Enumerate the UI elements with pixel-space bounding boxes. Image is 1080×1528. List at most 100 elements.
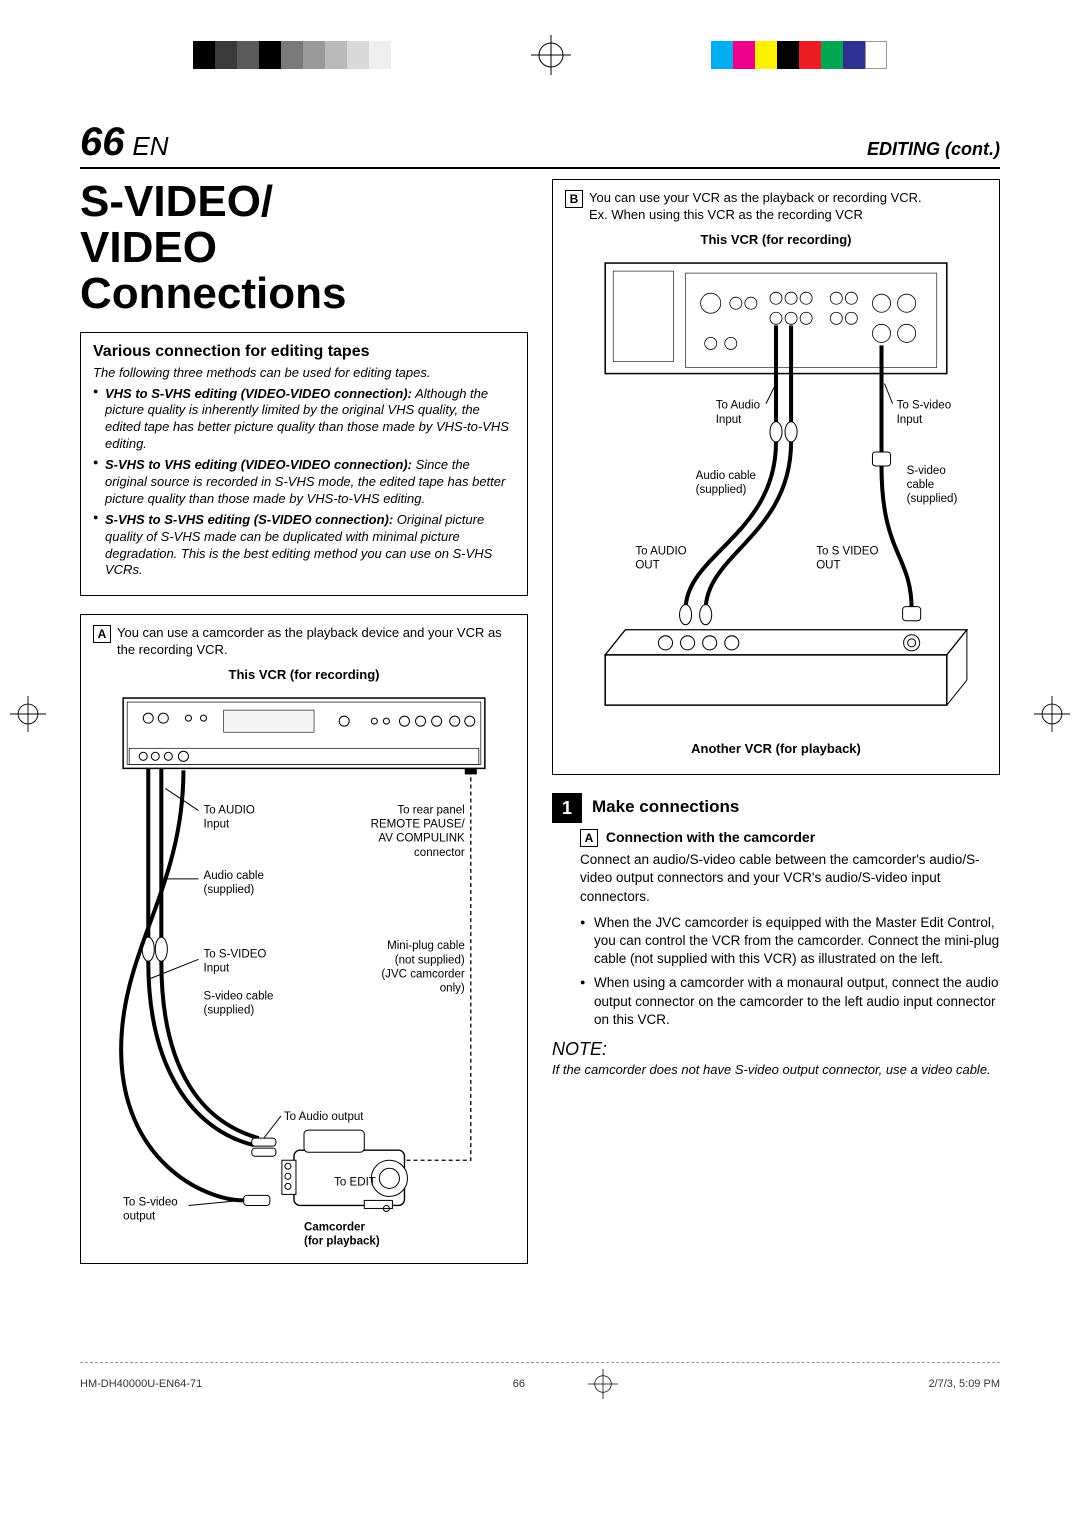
svg-text:Input: Input [204, 819, 230, 831]
svg-text:(for playback): (for playback) [304, 1236, 380, 1248]
svg-text:cable: cable [907, 479, 935, 491]
reg-swatch [259, 41, 281, 69]
svg-text:REMOTE PAUSE/: REMOTE PAUSE/ [371, 819, 466, 831]
svg-text:OUT: OUT [816, 559, 840, 571]
various-heading: Various connection for editing tapes [93, 343, 515, 361]
svg-text:Input: Input [204, 962, 230, 974]
svg-text:(not supplied): (not supplied) [395, 954, 465, 966]
page-number: 66 [80, 120, 125, 164]
reg-swatch [237, 41, 259, 69]
step-subhead: A Connection with the camcorder [580, 829, 1000, 847]
svg-text:S-video cable: S-video cable [204, 991, 274, 1003]
diagram-a-intro-row: A You can use a camcorder as the playbac… [93, 625, 515, 659]
page-title: S-VIDEO/VIDEOConnections [80, 179, 528, 318]
note-body: If the camcorder does not have S-video o… [552, 1062, 1000, 1079]
footer-left: HM-DH40000U-EN64-71 [80, 1378, 202, 1390]
diagram-a: To AUDIO Input Audio cable (supplied) To… [93, 688, 515, 1251]
reg-swatch [843, 41, 865, 69]
svg-text:Mini-plug cable: Mini-plug cable [387, 940, 465, 952]
reg-swatch [821, 41, 843, 69]
svg-text:Camcorder: Camcorder [304, 1222, 365, 1234]
various-item: S-VHS to VHS editing (VIDEO-VIDEO connec… [93, 457, 515, 508]
reg-swatch [215, 41, 237, 69]
svg-text:To EDIT: To EDIT [334, 1176, 376, 1188]
reg-swatch [369, 41, 391, 69]
reg-swatches-right [711, 41, 887, 69]
step-bullet: When using a camcorder with a monaural o… [580, 974, 1000, 1029]
svg-text:To rear panel: To rear panel [397, 805, 464, 817]
svg-text:(supplied): (supplied) [907, 493, 958, 505]
reg-swatch [755, 41, 777, 69]
various-item: S-VHS to S-VHS editing (S-VIDEO connecti… [93, 512, 515, 580]
reg-swatch [865, 41, 887, 69]
page-language: EN [132, 131, 168, 161]
left-column: S-VIDEO/VIDEOConnections Various connect… [80, 179, 528, 1282]
footer-page: 66 [513, 1378, 525, 1390]
step-body: Connect an audio/S-video cable between t… [580, 851, 1000, 906]
svg-text:S-video: S-video [907, 465, 946, 477]
diagram-b-intro: You can use your VCR as the playback or … [589, 190, 987, 224]
reg-swatch [777, 41, 799, 69]
footer-right: 2/7/3, 5:09 PM [928, 1378, 1000, 1390]
diagram-b-intro-row: B You can use your VCR as the playback o… [565, 190, 987, 224]
reg-swatch [347, 41, 369, 69]
reg-swatch [303, 41, 325, 69]
diagram-a-intro: You can use a camcorder as the playback … [117, 625, 515, 659]
svg-text:Audio cable: Audio cable [204, 870, 264, 882]
svg-text:To AUDIO: To AUDIO [635, 545, 686, 557]
step-bullets: When the JVC camcorder is equipped with … [580, 914, 1000, 1029]
svg-text:(JVC camcorder: (JVC camcorder [381, 969, 465, 981]
diagram-a-caption-top: This VCR (for recording) [93, 667, 515, 682]
various-connections-box: Various connection for editing tapes The… [80, 332, 528, 597]
registration-marks-top [80, 30, 1000, 80]
lblA-audio-in: To AUDIO [204, 805, 255, 817]
step-title: Make connections [592, 797, 739, 817]
svg-text:Input: Input [897, 414, 923, 426]
diagram-b: To Audio Input To S-video Input Audio ca… [565, 253, 987, 735]
section-title: EDITING (cont.) [867, 139, 1000, 160]
reg-swatch [193, 41, 215, 69]
svg-text:To S-video: To S-video [123, 1197, 178, 1209]
step-number-icon: 1 [552, 793, 582, 823]
badge-a-inline: A [580, 829, 598, 847]
svg-text:To Audio: To Audio [716, 400, 760, 412]
diagram-b-box: B You can use your VCR as the playback o… [552, 179, 1000, 775]
diagram-b-intro-line2: Ex. When using this VCR as the recording… [589, 207, 863, 222]
step-bullet: When the JVC camcorder is equipped with … [580, 914, 1000, 969]
reg-swatch [799, 41, 821, 69]
reg-swatch [281, 41, 303, 69]
svg-text:output: output [123, 1211, 156, 1223]
svg-text:Audio cable: Audio cable [696, 470, 756, 482]
reg-swatches-left [193, 41, 391, 69]
step-subhead-text: Connection with the camcorder [606, 829, 815, 845]
badge-b: B [565, 190, 583, 208]
svg-text:OUT: OUT [635, 559, 659, 571]
step-1-row: 1 Make connections [552, 793, 1000, 823]
right-column: B You can use your VCR as the playback o… [552, 179, 1000, 1282]
reg-swatch [325, 41, 347, 69]
svg-text:To S-video: To S-video [897, 400, 952, 412]
svg-text:To S VIDEO: To S VIDEO [816, 545, 878, 557]
svg-text:To Audio output: To Audio output [284, 1111, 364, 1123]
diagram-b-caption-top: This VCR (for recording) [565, 232, 987, 247]
diagram-a-box: A You can use a camcorder as the playbac… [80, 614, 528, 1263]
svg-text:To S-VIDEO: To S-VIDEO [204, 948, 267, 960]
svg-text:only): only) [440, 983, 465, 995]
various-bullets: VHS to S-VHS editing (VIDEO-VIDEO connec… [93, 386, 515, 580]
page-number-block: 66 EN [80, 120, 169, 165]
diagram-b-intro-line1: You can use your VCR as the playback or … [589, 190, 922, 205]
reg-swatch [711, 41, 733, 69]
note-heading: NOTE: [552, 1039, 1000, 1060]
badge-a: A [93, 625, 111, 643]
svg-text:AV COMPULINK: AV COMPULINK [378, 833, 465, 845]
diagram-b-caption-bottom: Another VCR (for playback) [565, 741, 987, 756]
reg-swatch [733, 41, 755, 69]
registration-cross-right [1034, 696, 1070, 732]
registration-cross-bottom [588, 1369, 618, 1399]
various-intro: The following three methods can be used … [93, 365, 515, 380]
registration-cross-left [10, 696, 46, 732]
registration-cross-top [531, 35, 571, 75]
page-header: 66 EN EDITING (cont.) [80, 120, 1000, 169]
page-footer: HM-DH40000U-EN64-71 66 2/7/3, 5:09 PM [80, 1362, 1000, 1399]
svg-text:(supplied): (supplied) [696, 484, 747, 496]
